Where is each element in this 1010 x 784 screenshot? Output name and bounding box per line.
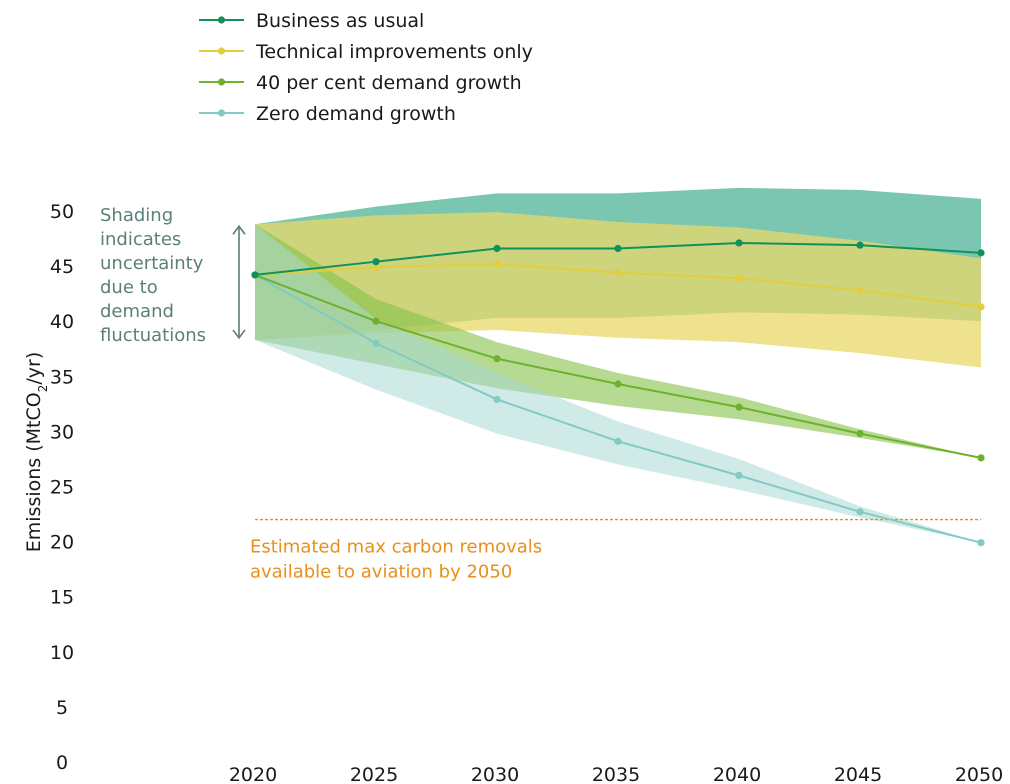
y-tick-label: 35 xyxy=(50,366,74,388)
uncertainty-bands xyxy=(255,187,981,543)
data-point-zero-demand-growth xyxy=(977,539,985,547)
data-point-zero-demand-growth xyxy=(614,437,622,445)
x-tick-label: 2040 xyxy=(713,764,761,784)
data-point-technical-improvements-only xyxy=(735,274,743,282)
legend-marker-40-per-cent-demand-growth xyxy=(217,78,226,86)
data-point-business-as-usual xyxy=(493,244,501,253)
data-point-40-per-cent-demand-growth xyxy=(614,380,622,388)
data-point-business-as-usual xyxy=(614,244,622,253)
data-point-business-as-usual xyxy=(372,258,380,266)
data-point-technical-improvements-only xyxy=(372,263,380,271)
data-point-40-per-cent-demand-growth xyxy=(856,430,864,438)
annotation-arrow-head-up xyxy=(232,224,246,235)
data-point-40-per-cent-demand-growth xyxy=(372,317,380,325)
legend-marker-business-as-usual xyxy=(217,16,226,24)
annotation-text: demand xyxy=(100,301,174,322)
x-tick-label: 2050 xyxy=(955,764,1003,784)
data-point-40-per-cent-demand-growth xyxy=(493,355,501,363)
y-tick-label: 20 xyxy=(50,532,74,554)
reference-line-label: Estimated max carbon removals xyxy=(250,537,542,558)
data-point-40-per-cent-demand-growth xyxy=(735,403,743,411)
x-tick-label: 2030 xyxy=(471,764,519,784)
annotation-text: uncertainty xyxy=(100,253,204,274)
data-point-business-as-usual xyxy=(856,241,864,249)
legend-label-40-per-cent-demand-growth: 40 per cent demand growth xyxy=(256,72,522,94)
y-tick-label: 25 xyxy=(50,477,74,499)
data-point-zero-demand-growth xyxy=(493,395,501,404)
y-tick-label: 0 xyxy=(56,752,68,774)
y-axis: 0 5 10 15 20 25 30 35 40 45 50 xyxy=(50,201,74,774)
annotation-text: Shading xyxy=(100,205,173,226)
series-lines xyxy=(251,239,985,547)
data-point-business-as-usual xyxy=(977,249,985,257)
data-point-technical-improvements-only xyxy=(856,286,864,294)
x-tick-label: 2025 xyxy=(350,764,398,784)
x-tick-label: 2045 xyxy=(834,764,882,784)
data-point-technical-improvements-only xyxy=(493,260,501,268)
data-point-business-as-usual xyxy=(735,239,743,247)
y-tick-label: 50 xyxy=(50,201,74,223)
reference-line-group: Estimated max carbon removals available t… xyxy=(250,518,981,583)
band-zero-demand-growth xyxy=(255,224,981,543)
data-point-technical-improvements-only xyxy=(977,303,985,311)
legend-marker-zero-demand-growth xyxy=(217,109,226,117)
annotation-arrow-head-down xyxy=(232,329,246,340)
legend-label-business-as-usual: Business as usual xyxy=(256,10,424,32)
y-tick-label: 40 xyxy=(50,311,74,333)
annotation-text: fluctuations xyxy=(100,325,206,346)
legend-label-zero-demand-growth: Zero demand growth xyxy=(256,103,456,125)
y-tick-label: 15 xyxy=(50,587,74,609)
uncertainty-annotation: Shading indicates uncertainty due to demand f… xyxy=(100,205,246,346)
legend-marker-technical-improvements-only xyxy=(217,47,226,55)
data-point-business-as-usual xyxy=(251,271,259,279)
data-point-zero-demand-growth xyxy=(735,471,743,480)
x-tick-label: 2020 xyxy=(229,764,277,784)
y-tick-label: 30 xyxy=(50,421,74,443)
data-point-zero-demand-growth xyxy=(856,508,864,516)
x-tick-label: 2035 xyxy=(592,764,640,784)
y-axis-label: Emissions (MtCO2/yr) xyxy=(23,352,50,552)
y-tick-label: 45 xyxy=(50,256,74,278)
annotation-text: indicates xyxy=(100,229,181,250)
data-point-zero-demand-growth xyxy=(372,339,380,347)
y-tick-label: 10 xyxy=(50,642,74,664)
data-point-technical-improvements-only xyxy=(614,269,622,277)
legend-label-technical-improvements-only: Technical improvements only xyxy=(255,41,533,63)
x-axis: 2020 2025 2030 2035 2040 2045 2050 xyxy=(229,764,1003,784)
legend: Business as usual Technical improvements … xyxy=(199,10,533,125)
annotation-text: due to xyxy=(100,277,158,298)
data-point-40-per-cent-demand-growth xyxy=(977,454,985,462)
reference-line-label: available to aviation by 2050 xyxy=(250,562,512,583)
y-tick-label: 5 xyxy=(56,697,68,719)
